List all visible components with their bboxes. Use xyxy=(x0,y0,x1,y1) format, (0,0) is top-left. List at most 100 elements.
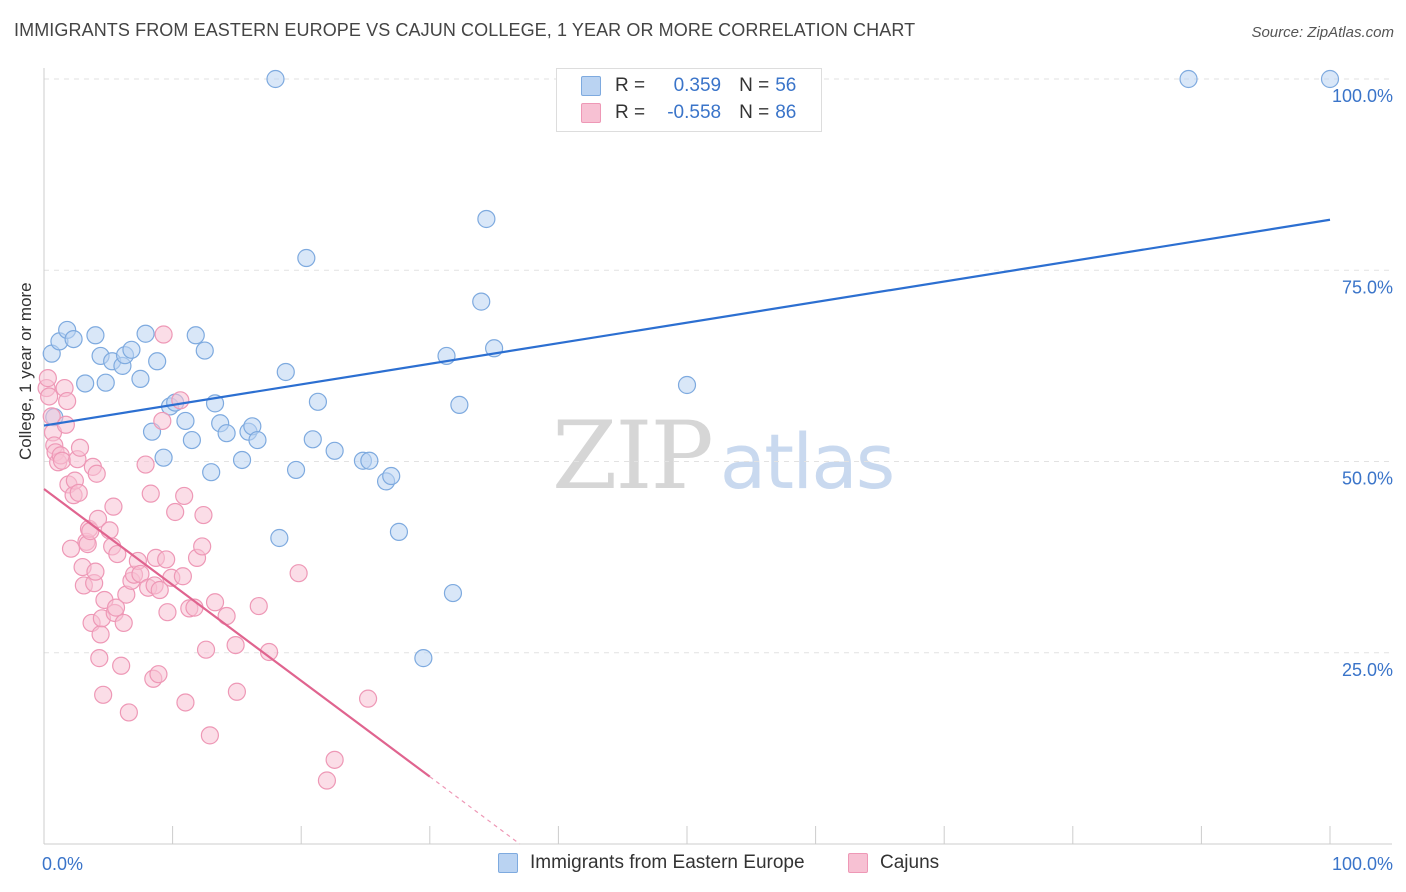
point-cajun xyxy=(88,509,108,528)
point-cajun xyxy=(131,564,150,584)
point-cajun xyxy=(226,635,245,655)
legend-label-eastern-europe: Immigrants from Eastern Europe xyxy=(530,852,805,873)
point-cajun xyxy=(325,750,344,769)
point-eastern-europe xyxy=(148,352,167,371)
point-eastern-europe xyxy=(182,430,201,450)
point-cajun xyxy=(175,486,194,506)
point-cajun xyxy=(171,391,190,410)
legend-swatch-blue xyxy=(581,76,601,96)
n-value: 86 xyxy=(775,102,797,123)
point-cajun xyxy=(114,613,133,633)
point-eastern-europe xyxy=(360,451,379,470)
point-eastern-europe xyxy=(308,392,328,411)
point-cajun xyxy=(249,596,268,616)
point-eastern-europe xyxy=(477,209,496,229)
point-eastern-europe xyxy=(1320,69,1340,89)
point-cajun xyxy=(61,539,81,558)
point-cajun xyxy=(157,550,176,569)
point-eastern-europe xyxy=(450,395,469,414)
point-cajun xyxy=(136,455,155,474)
trendline-cajuns-extension xyxy=(429,776,521,845)
point-eastern-europe xyxy=(677,375,697,395)
y-tick-label: 100.0% xyxy=(1332,86,1393,106)
r-value: 0.359 xyxy=(673,75,722,96)
point-cajun xyxy=(166,502,185,522)
point-cajun xyxy=(200,726,219,745)
x-tick-label-min: 0.0% xyxy=(42,854,83,874)
point-cajun xyxy=(173,567,192,586)
point-eastern-europe xyxy=(154,448,173,467)
point-cajun xyxy=(149,665,168,684)
trendline-cajuns xyxy=(43,488,431,778)
point-cajun xyxy=(87,464,106,483)
point-eastern-europe xyxy=(266,69,285,89)
n-label: N = xyxy=(739,75,770,96)
point-cajun xyxy=(52,451,72,470)
point-eastern-europe xyxy=(325,441,344,460)
trendline-eastern-europe xyxy=(43,218,1331,427)
point-eastern-europe xyxy=(96,373,115,392)
point-eastern-europe xyxy=(176,411,195,431)
point-eastern-europe xyxy=(217,424,236,443)
y-tick-label: 25.0% xyxy=(1342,660,1393,680)
point-eastern-europe xyxy=(1179,69,1198,89)
y-tick-label: 50.0% xyxy=(1342,469,1393,489)
bottom-legend-eastern-europe: Immigrants from Eastern Europe xyxy=(498,852,805,874)
y-tick-label: 75.0% xyxy=(1342,277,1393,297)
point-eastern-europe xyxy=(136,324,155,343)
n-label: N = xyxy=(739,102,770,123)
point-cajun xyxy=(106,598,126,617)
chart-title: IMMIGRANTS FROM EASTERN EUROPE VS CAJUN … xyxy=(14,20,916,40)
point-cajun xyxy=(289,564,308,583)
x-tick-label-max: 100.0% xyxy=(1332,854,1393,874)
point-cajun xyxy=(40,387,59,406)
r-value: -0.558 xyxy=(667,102,722,123)
legend-swatch-blue xyxy=(498,853,518,873)
point-cajun xyxy=(141,484,160,503)
point-cajun xyxy=(58,391,77,411)
point-cajun xyxy=(100,521,119,540)
point-cajun xyxy=(38,369,57,388)
point-cajun xyxy=(358,689,378,708)
legend-label-cajuns: Cajuns xyxy=(880,852,940,873)
point-cajun xyxy=(176,693,195,712)
point-cajun xyxy=(108,544,127,564)
point-cajun xyxy=(154,325,173,344)
point-cajun xyxy=(56,415,75,434)
point-eastern-europe xyxy=(382,466,401,486)
n-value: 56 xyxy=(775,75,797,96)
legend-row-eastern-europe: R = 0.359 N = 56 xyxy=(581,73,796,99)
point-eastern-europe xyxy=(303,430,322,449)
point-cajun xyxy=(158,603,177,622)
point-cajun xyxy=(69,483,88,502)
bottom-legend-cajuns: Cajuns xyxy=(848,852,939,874)
point-eastern-europe xyxy=(270,528,289,548)
point-eastern-europe xyxy=(443,583,463,603)
correlation-legend: R = 0.359 N = 56 R = -0.558 N = 86 xyxy=(556,68,822,132)
point-eastern-europe xyxy=(248,430,267,450)
watermark-zip: ZIP xyxy=(552,402,714,511)
point-cajun xyxy=(119,703,138,722)
point-cajun xyxy=(86,562,105,581)
source-label: Source: ZipAtlas.com xyxy=(1251,24,1394,41)
point-eastern-europe xyxy=(122,340,141,359)
point-cajun xyxy=(194,505,213,525)
point-eastern-europe xyxy=(202,463,221,482)
point-cajun xyxy=(91,625,110,644)
point-eastern-europe xyxy=(286,460,306,480)
point-eastern-europe xyxy=(276,362,295,382)
point-cajun xyxy=(112,656,131,675)
point-eastern-europe xyxy=(414,649,433,668)
point-cajun xyxy=(150,580,169,600)
r-label: R = xyxy=(615,75,646,96)
point-cajun xyxy=(259,642,279,662)
point-eastern-europe xyxy=(76,374,95,393)
r-label: R = xyxy=(615,102,646,123)
point-cajun xyxy=(193,537,212,556)
point-eastern-europe xyxy=(232,450,252,470)
point-eastern-europe xyxy=(195,341,214,360)
point-cajun xyxy=(153,411,172,431)
point-eastern-europe xyxy=(86,326,105,345)
point-cajun xyxy=(205,593,225,612)
